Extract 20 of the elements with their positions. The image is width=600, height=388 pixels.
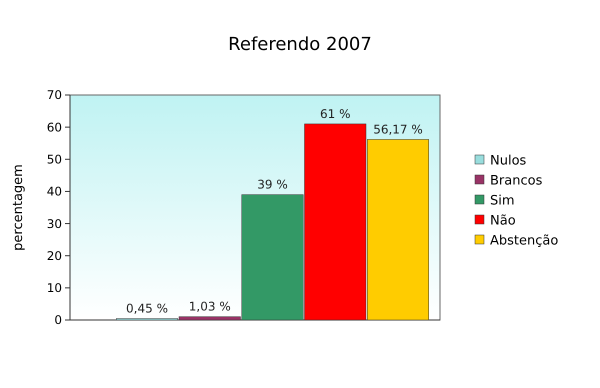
- legend-label: Brancos: [490, 174, 543, 189]
- legend-label: Nulos: [490, 154, 527, 169]
- y-tick-label: 40: [46, 184, 62, 199]
- data-label: 39 %: [257, 178, 288, 192]
- legend-label: Abstenção: [490, 234, 558, 249]
- legend-label: Sim: [490, 194, 515, 209]
- data-label: 61 %: [320, 106, 350, 121]
- y-tick-label: 0: [54, 313, 62, 328]
- y-axis-title: percentagem: [11, 164, 26, 251]
- data-label: 1,03 %: [188, 300, 231, 314]
- y-tick-label: 50: [46, 152, 62, 166]
- legend-label: Não: [490, 214, 516, 229]
- y-tick-label: 20: [46, 248, 62, 263]
- y-tick-label: 10: [46, 281, 62, 296]
- y-tick-label: 70: [46, 88, 62, 102]
- chart-title: Referendo 2007: [228, 34, 372, 55]
- y-tick-label: 60: [46, 120, 62, 134]
- y-tick-label: 30: [46, 216, 62, 231]
- data-label: 56,17 %: [373, 122, 423, 136]
- data-label: 0,45 %: [126, 302, 168, 316]
